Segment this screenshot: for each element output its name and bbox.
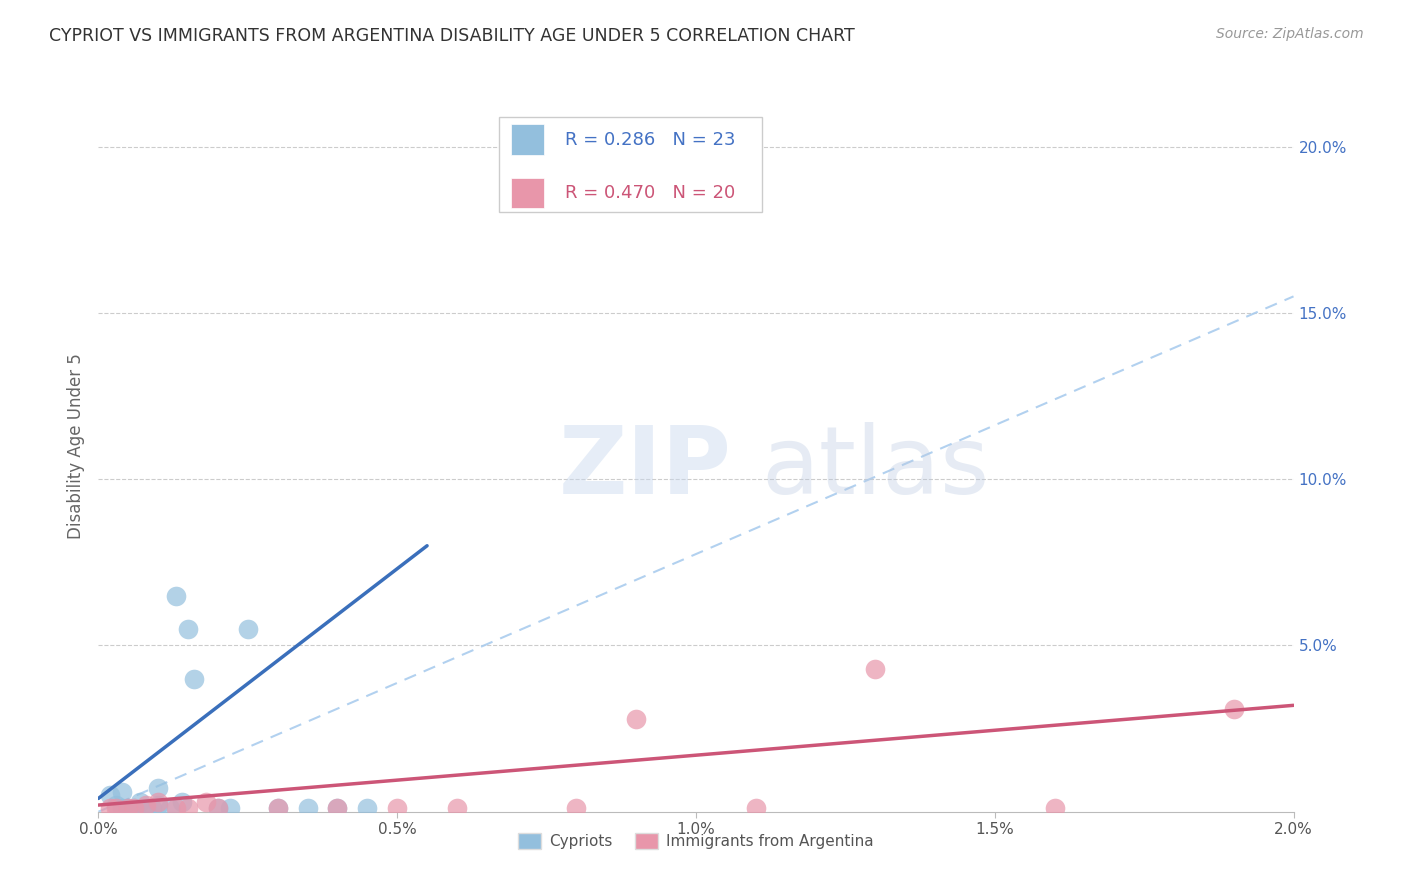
- Point: [1223, 701, 1246, 715]
- Bar: [510, 178, 544, 209]
- Point: [267, 801, 290, 815]
- Bar: [510, 124, 544, 155]
- Text: ZIP: ZIP: [558, 422, 731, 514]
- Point: [195, 795, 218, 809]
- FancyBboxPatch shape: [499, 117, 762, 212]
- Point: [446, 801, 468, 815]
- Point: [236, 622, 259, 636]
- Point: [135, 801, 157, 815]
- Y-axis label: Disability Age Under 5: Disability Age Under 5: [66, 353, 84, 539]
- Point: [105, 801, 128, 815]
- Text: atlas: atlas: [762, 422, 990, 514]
- Point: [1043, 801, 1066, 815]
- Point: [148, 798, 170, 813]
- Text: CYPRIOT VS IMMIGRANTS FROM ARGENTINA DISABILITY AGE UNDER 5 CORRELATION CHART: CYPRIOT VS IMMIGRANTS FROM ARGENTINA DIS…: [49, 27, 855, 45]
- Point: [165, 589, 187, 603]
- Point: [565, 801, 588, 815]
- Point: [117, 801, 139, 815]
- Point: [124, 801, 146, 815]
- Point: [207, 801, 229, 815]
- Point: [117, 801, 139, 815]
- Point: [124, 801, 146, 815]
- Point: [148, 795, 170, 809]
- Point: [177, 801, 200, 815]
- Point: [141, 801, 163, 815]
- Point: [111, 801, 134, 815]
- Point: [626, 712, 648, 726]
- Point: [105, 798, 128, 813]
- Point: [865, 662, 887, 676]
- Point: [207, 801, 229, 815]
- Point: [148, 781, 170, 796]
- Point: [98, 801, 122, 815]
- Point: [111, 785, 134, 799]
- Point: [745, 801, 768, 815]
- Point: [385, 801, 409, 815]
- Point: [135, 798, 157, 813]
- Point: [183, 672, 205, 686]
- Text: R = 0.470   N = 20: R = 0.470 N = 20: [565, 184, 735, 202]
- Point: [356, 801, 378, 815]
- Point: [326, 801, 349, 815]
- Point: [98, 788, 122, 802]
- Text: R = 0.286   N = 23: R = 0.286 N = 23: [565, 130, 735, 149]
- Point: [297, 801, 319, 815]
- Point: [129, 795, 152, 809]
- Point: [219, 801, 242, 815]
- Point: [267, 801, 290, 815]
- Point: [326, 801, 349, 815]
- Legend: Cypriots, Immigrants from Argentina: Cypriots, Immigrants from Argentina: [512, 827, 880, 855]
- Point: [159, 801, 181, 815]
- Text: Source: ZipAtlas.com: Source: ZipAtlas.com: [1216, 27, 1364, 41]
- Point: [177, 622, 200, 636]
- Point: [165, 801, 187, 815]
- Point: [172, 795, 194, 809]
